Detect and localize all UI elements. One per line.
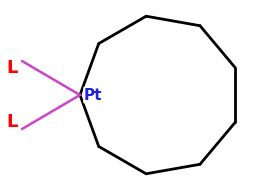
Text: L: L [7, 113, 18, 131]
Text: Pt: Pt [84, 88, 103, 102]
Text: L: L [7, 59, 18, 77]
